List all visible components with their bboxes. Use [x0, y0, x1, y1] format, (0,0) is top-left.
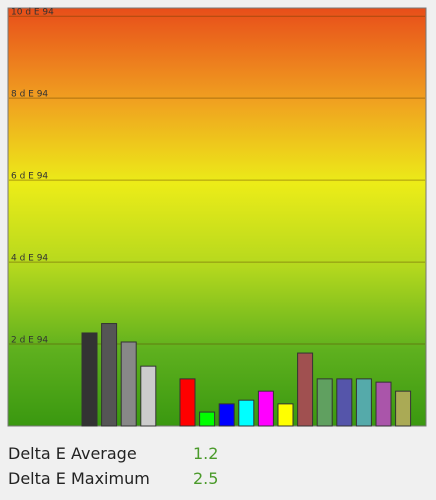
plot-area — [7, 7, 427, 427]
bar — [179, 378, 196, 427]
bar — [277, 403, 294, 427]
bar — [140, 365, 157, 427]
bar — [257, 390, 274, 427]
stat-label: Delta E Average — [8, 444, 137, 463]
y-tick-label: 10 d E 94 — [11, 8, 54, 18]
bar — [297, 352, 314, 427]
stats: Delta E Average 1.2 Delta E Maximum 2.5 — [8, 444, 218, 494]
y-tick-label: 4 d E 94 — [11, 254, 48, 264]
y-tick-label: 6 d E 94 — [11, 172, 48, 182]
bar — [101, 323, 118, 427]
bar — [336, 378, 353, 427]
y-tick-label: 8 d E 94 — [11, 90, 48, 100]
stat-label: Delta E Maximum — [8, 469, 150, 488]
bar — [395, 390, 412, 427]
bar — [81, 332, 98, 427]
stat-value: 2.5 — [193, 469, 219, 488]
bar — [238, 399, 255, 427]
bar — [375, 381, 392, 427]
stat-row: Delta E Maximum 2.5 — [8, 469, 218, 494]
bar — [218, 403, 235, 427]
bar — [355, 378, 372, 427]
chart: 2 d E 94 4 d E 94 6 d E 94 8 d E 94 10 d E 9… — [7, 7, 427, 427]
stat-value: 1.2 — [193, 444, 219, 463]
bar — [316, 378, 333, 427]
bar — [199, 411, 216, 427]
bar — [120, 341, 137, 427]
y-tick-label: 2 d E 94 — [11, 336, 48, 346]
stat-row: Delta E Average 1.2 — [8, 444, 218, 469]
